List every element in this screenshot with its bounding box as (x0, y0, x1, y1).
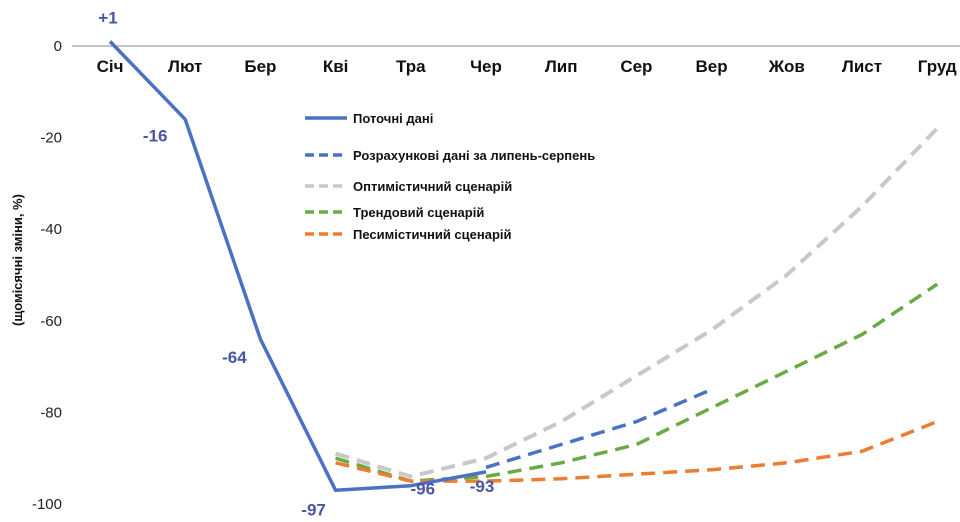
x-tick-label: Груд (918, 57, 957, 76)
legend-label: Оптимістичний сценарій (353, 179, 512, 194)
x-tick-label: Лип (545, 57, 578, 76)
data-label: -96 (411, 480, 436, 499)
x-tick-label: Лист (842, 57, 882, 76)
legend-label: Поточні дані (353, 111, 433, 126)
legend-label: Трендовий сценарій (353, 205, 484, 220)
y-axis-label: (щомісячні зміни, %) (10, 194, 25, 326)
legend-label: Песимістичний сценарій (353, 227, 512, 242)
legend-label: Розрахункові дані за липень-серпень (353, 148, 595, 163)
y-tick-label: 0 (54, 38, 62, 55)
data-label: -93 (470, 477, 495, 496)
y-tick-labels: 0 -20 -40 -60 -80 -100 (32, 38, 62, 513)
data-label: -16 (143, 126, 168, 145)
series-lines (108, 40, 939, 493)
series-line (108, 40, 487, 493)
data-label: -97 (301, 500, 326, 519)
x-tick-label: Жов (768, 57, 805, 76)
y-tick-label: -80 (40, 404, 62, 421)
data-label: -64 (222, 348, 247, 367)
data-labels: +1 -16 -64 -97 -96 -93 (98, 8, 494, 519)
series-line (335, 127, 939, 479)
series-line (485, 387, 713, 470)
series-line (335, 282, 939, 483)
x-tick-label: Бер (244, 57, 276, 76)
y-tick-label: -20 (40, 130, 62, 147)
x-tick-label: Лют (168, 57, 202, 76)
x-tick-label: Чер (470, 57, 502, 76)
x-tick-label: Тра (396, 57, 426, 76)
y-tick-label: -40 (40, 221, 62, 238)
x-tick-label: Кві (323, 57, 349, 76)
y-tick-label: -60 (40, 313, 62, 330)
x-tick-label: Сер (620, 57, 652, 76)
y-tick-label: -100 (32, 496, 62, 513)
x-tick-labels: Січ Лют Бер Кві Тра Чер Лип Сер Вер Жов Лист Груд (97, 57, 957, 76)
data-label: +1 (98, 8, 117, 27)
x-tick-label: Вер (696, 57, 728, 76)
x-tick-label: Січ (97, 57, 124, 76)
legend: Поточні дані Розрахункові дані за липень-… (305, 111, 595, 242)
